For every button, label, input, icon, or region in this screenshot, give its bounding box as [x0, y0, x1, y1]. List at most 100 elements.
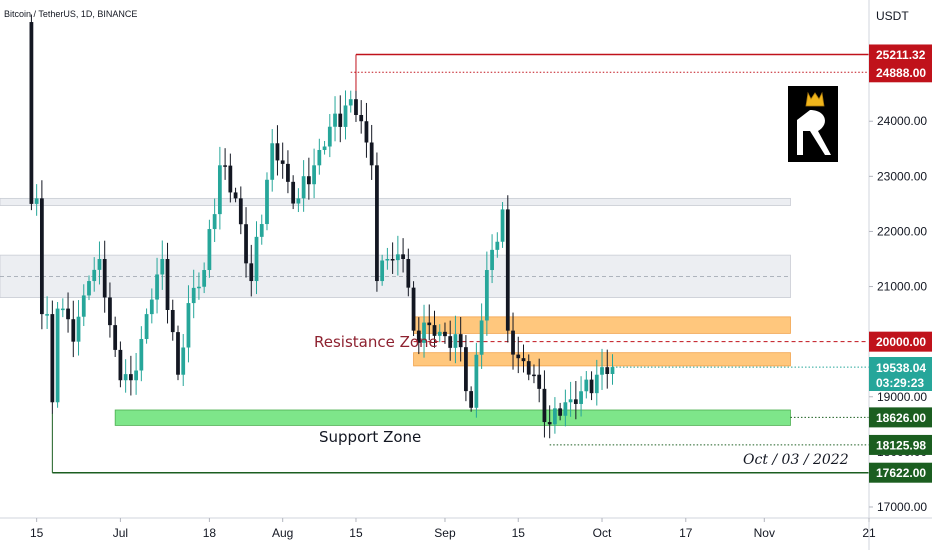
candle [155, 257, 159, 314]
candle [139, 326, 144, 382]
candle-body [123, 374, 128, 381]
candle-body [505, 209, 510, 331]
support-zone-label: Support Zone [319, 428, 421, 446]
candle-body [259, 224, 264, 237]
candle [97, 241, 102, 285]
candle [532, 364, 536, 384]
candle [573, 381, 578, 420]
time-tick-label: Sep [434, 526, 456, 540]
candle [39, 180, 44, 330]
candle [327, 114, 332, 158]
candle-body [610, 367, 615, 374]
candle-body [66, 308, 70, 320]
candle-body [108, 297, 112, 326]
currency-label: USDT [876, 9, 909, 23]
candle-body [144, 314, 149, 339]
candle [411, 281, 416, 337]
candle-body [354, 99, 358, 115]
symbol-title: Bitcoin / TetherUS, 1D, BINANCE [4, 9, 137, 19]
candle [270, 129, 275, 192]
candle [432, 310, 437, 348]
candle [238, 186, 243, 235]
support-zone [114, 409, 791, 426]
time-tick-label: 21 [862, 526, 876, 540]
time-tick-label: 15 [512, 526, 526, 540]
candle-body [280, 160, 285, 164]
candle-body [589, 379, 594, 394]
price-tick-label: 24000.00 [877, 114, 927, 128]
candle-body [537, 374, 542, 389]
candle [390, 242, 395, 274]
candle-body [197, 286, 201, 289]
candle-body [160, 259, 165, 275]
price-level-value: 24888.00 [876, 66, 926, 80]
candle [322, 140, 327, 155]
time-tick-label: Jul [113, 526, 128, 540]
candle [312, 148, 316, 199]
candle-body [437, 331, 442, 336]
price-tick-label: 17000.00 [877, 500, 927, 514]
candle [505, 195, 510, 343]
candle [50, 300, 55, 414]
candle-body [312, 165, 316, 185]
candle-body [411, 287, 416, 331]
candle-body [516, 354, 521, 359]
resistance-zone-label: Resistance Zone [314, 333, 438, 351]
candle [160, 240, 165, 290]
candle-body [600, 367, 604, 375]
price-badges: 25211.32 24888.00 20000.00 18626.00 18125.98… [869, 44, 932, 483]
candle [416, 317, 421, 355]
candle-body [92, 269, 97, 282]
candle-body [532, 374, 536, 377]
candle [395, 235, 400, 276]
candle [584, 371, 589, 399]
candle [479, 303, 484, 369]
candle-body [223, 165, 227, 167]
candle [563, 389, 568, 427]
candle-body [249, 263, 254, 282]
candle [170, 299, 175, 341]
price-level-badge [869, 434, 932, 455]
candle [579, 376, 583, 417]
candle-body [401, 254, 405, 259]
candle-body [238, 198, 243, 225]
date-annotation: Oct / 03 / 2022 [743, 452, 849, 468]
price-level-badge [869, 407, 932, 428]
candle-body [327, 126, 332, 147]
candle-body [568, 399, 573, 403]
candle [490, 234, 494, 284]
price-level-value: 17622.00 [876, 466, 926, 480]
candle [484, 251, 489, 336]
candle [275, 125, 280, 176]
candle-body [233, 192, 238, 199]
candle [338, 95, 343, 143]
candle [265, 172, 269, 231]
candle-body [427, 322, 432, 326]
candle [469, 386, 474, 412]
candle-body [605, 367, 610, 374]
candle [149, 288, 154, 324]
candle-body [500, 209, 505, 242]
candle-body [113, 325, 118, 350]
price-level-badge [869, 331, 932, 352]
candle-body [317, 149, 322, 166]
candle-body [422, 322, 426, 343]
candle [181, 333, 186, 386]
time-axis[interactable]: 15 Jul 18 Aug 15 Sep 15 Oct 17 Nov 21 [30, 518, 876, 540]
candle [228, 153, 233, 203]
consolidation-top-zone [0, 197, 791, 206]
candle [568, 381, 573, 417]
candle-body [547, 422, 552, 425]
candle [516, 336, 521, 374]
candle [422, 304, 426, 358]
candle [547, 405, 552, 439]
candle [443, 322, 447, 344]
candle [306, 157, 311, 200]
candle-body [55, 308, 60, 403]
candle [123, 359, 128, 393]
candle [553, 397, 557, 434]
candle [605, 349, 610, 389]
candle-body [128, 374, 133, 381]
candle [87, 275, 91, 301]
